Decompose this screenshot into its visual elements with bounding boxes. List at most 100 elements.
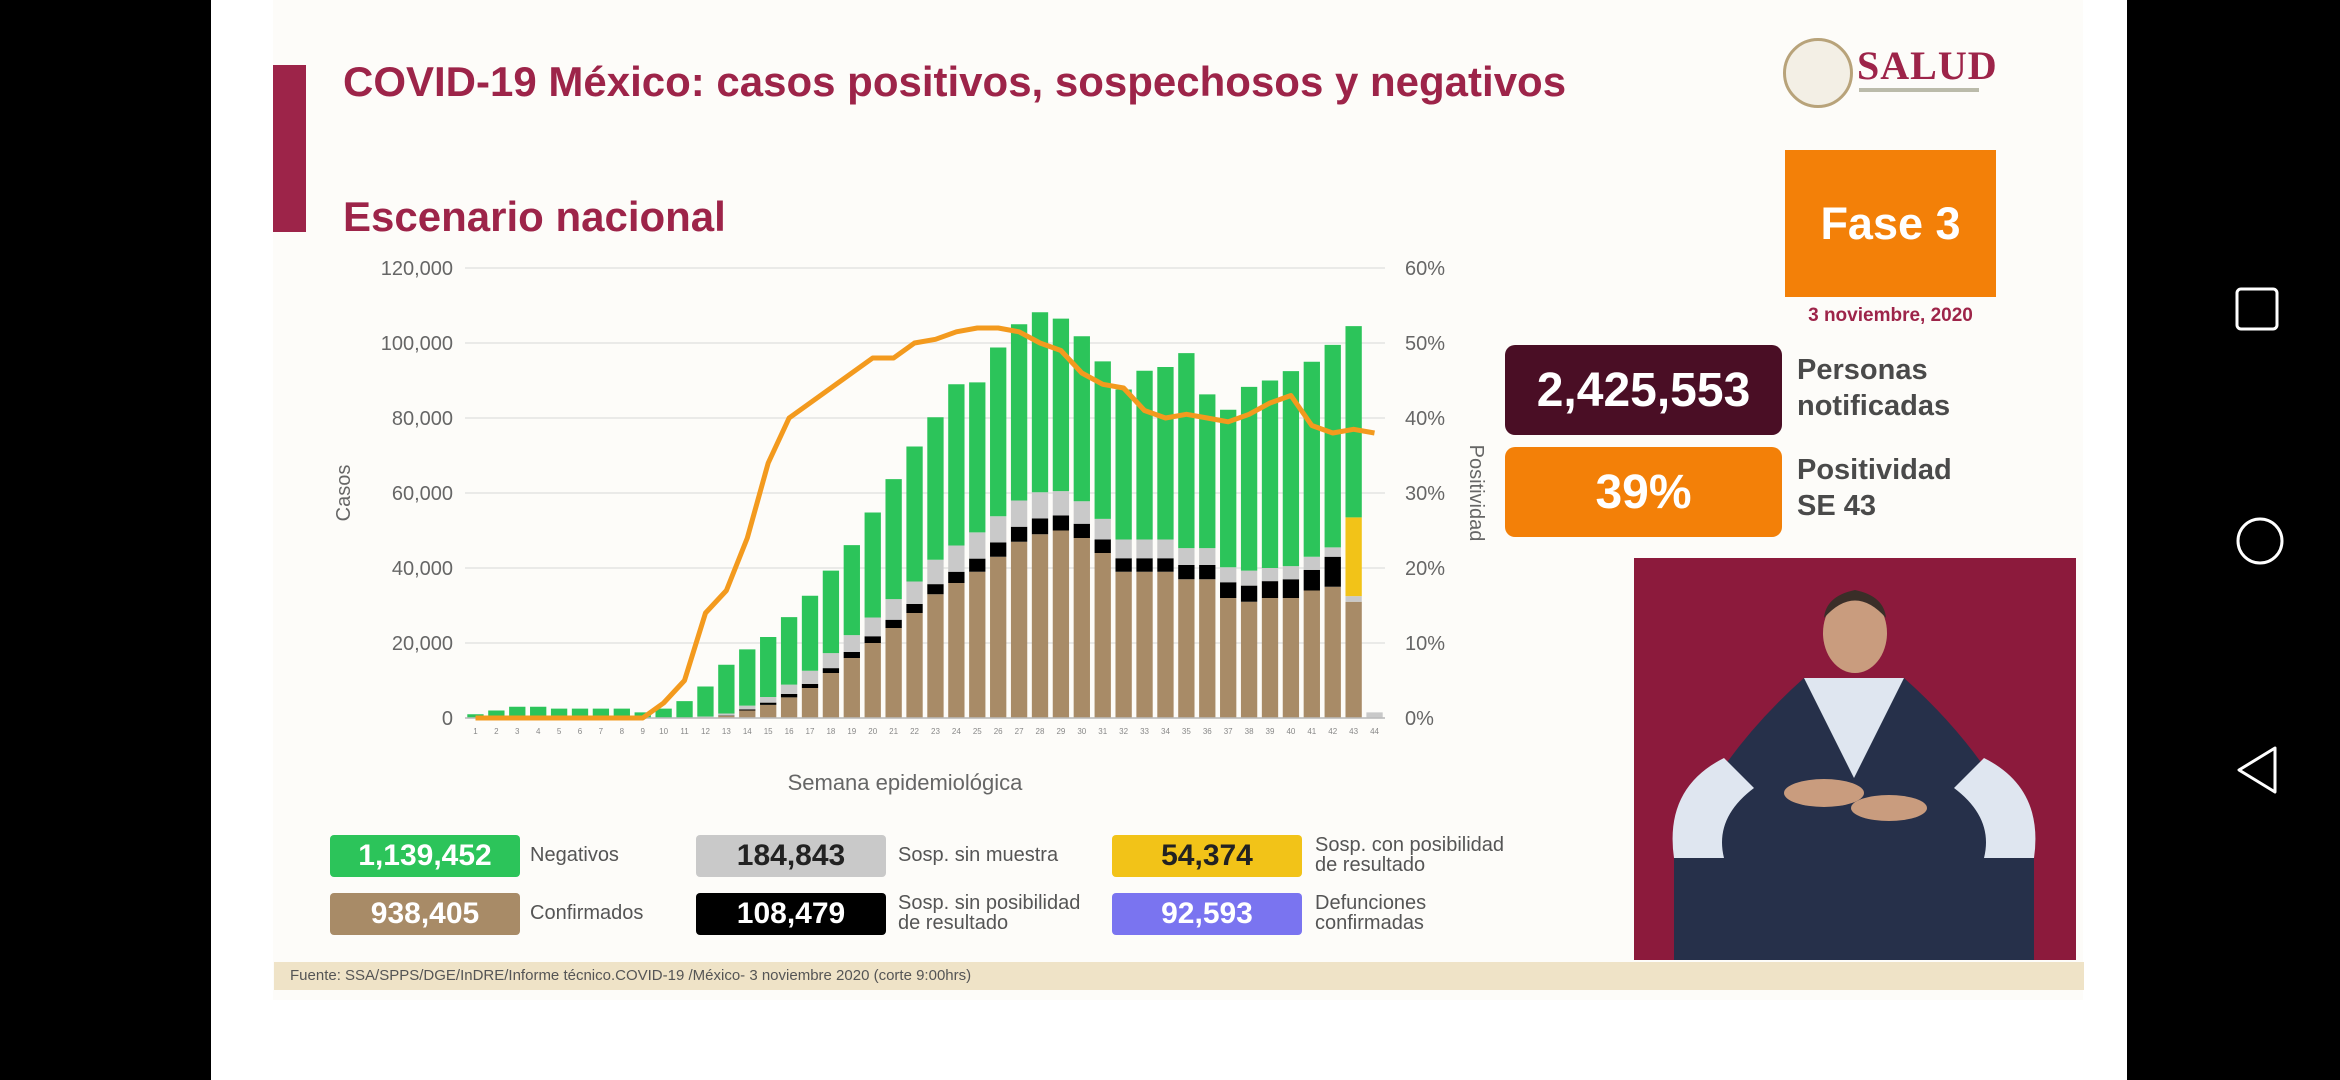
x-tick-label: 7	[599, 727, 604, 736]
bar-4-27	[1031, 312, 1049, 493]
bar-4-16	[801, 595, 819, 671]
bar-1-29	[1073, 523, 1090, 538]
positividad-value: 39%	[1505, 447, 1782, 537]
bar-4-5	[571, 708, 589, 718]
bar-1-39	[1282, 579, 1300, 598]
x-tick-label: 33	[1140, 727, 1149, 736]
bar-0-32	[1136, 571, 1153, 718]
bar-0-15	[780, 697, 798, 718]
cases-chart: 0 20,000 40,000 60,000 80,000 100,000 120,000 0…	[333, 258, 1487, 795]
x-tick-label: 31	[1098, 727, 1107, 736]
y-tick-label: 0	[442, 708, 453, 730]
bar-2-37	[1240, 570, 1258, 586]
bar-4-3	[530, 706, 547, 718]
bar-4-6	[592, 708, 610, 718]
bar-2-39	[1282, 566, 1300, 580]
bar-4-18	[843, 545, 860, 636]
x-axis-label: Semana epidemiológica	[788, 770, 1024, 795]
bar-2-21	[906, 581, 923, 604]
logo-text: SALUD	[1857, 43, 1998, 88]
bar-0-31	[1115, 571, 1132, 718]
bar-2-42	[1345, 596, 1362, 602]
bar-2-25	[990, 516, 1007, 543]
bar-4-0	[467, 714, 484, 718]
bar-1-18	[843, 652, 860, 658]
bar-0-35	[1199, 579, 1216, 718]
x-tick-label: 14	[743, 727, 752, 736]
bar-1-30	[1094, 539, 1111, 553]
bar-2-31	[1115, 539, 1132, 559]
bar-2-28	[1052, 491, 1070, 516]
bar-0-20	[885, 628, 902, 718]
x-tick-label: 41	[1307, 727, 1316, 736]
y2-tick-label: 60%	[1405, 258, 1445, 280]
bar-1-19	[864, 636, 881, 643]
bar-2-23	[948, 545, 965, 572]
x-tick-label: 2	[494, 727, 499, 736]
bar-2-38	[1261, 568, 1279, 582]
bar-2-30	[1094, 518, 1111, 540]
back-icon[interactable]	[2235, 745, 2279, 795]
x-tick-label: 43	[1349, 727, 1358, 736]
bar-4-35	[1199, 394, 1216, 549]
bar-0-30	[1094, 553, 1111, 718]
x-tick-label: 40	[1286, 727, 1295, 736]
bar-2-35	[1199, 548, 1216, 565]
bar-1-31	[1115, 558, 1132, 572]
slide-subtitle: Escenario nacional	[343, 193, 726, 240]
bar-2-13	[739, 705, 756, 710]
bar-1-14	[760, 702, 777, 705]
x-tick-label: 18	[826, 727, 835, 736]
bar-0-26	[1010, 541, 1028, 718]
y2-axis-label: Positividad	[1465, 445, 1487, 542]
x-tick-label: 38	[1245, 727, 1254, 736]
bar-1-15	[780, 694, 798, 698]
bar-0-37	[1240, 601, 1258, 718]
bar-2-43	[1366, 712, 1383, 718]
bar-0-24	[969, 571, 986, 718]
legend-value-3: 938,405	[330, 893, 520, 935]
recent-apps-icon[interactable]	[2235, 287, 2279, 331]
x-tick-label: 39	[1266, 727, 1275, 736]
bar-4-37	[1240, 386, 1258, 571]
bar-4-31	[1115, 389, 1132, 540]
x-tick-label: 21	[889, 727, 898, 736]
bar-4-33	[1157, 367, 1174, 540]
bar-2-15	[780, 684, 798, 694]
bar-4-9	[655, 708, 672, 718]
x-tick-label: 32	[1119, 727, 1128, 736]
bar-1-27	[1031, 518, 1049, 535]
bar-2-17	[822, 653, 840, 669]
x-tick-label: 27	[1015, 727, 1024, 736]
y-tick-label: 60,000	[392, 483, 453, 505]
y-tick-label: 80,000	[392, 408, 453, 430]
legend-label-5: Defunciones confirmadas	[1315, 892, 1427, 934]
legend-label-1: Sosp. sin muestra	[898, 844, 1059, 866]
x-tick-label: 35	[1182, 727, 1191, 736]
legend-value-0: 1,139,452	[330, 835, 520, 877]
x-tick-label: 9	[641, 727, 646, 736]
y2-tick-label: 30%	[1405, 483, 1445, 505]
bar-1-23	[948, 571, 965, 583]
x-tick-label: 15	[764, 727, 773, 736]
x-tick-label: 13	[722, 727, 731, 736]
bar-1-28	[1052, 515, 1070, 531]
sign-language-interpreter-video	[1634, 558, 2076, 960]
bar-4-24	[969, 382, 986, 533]
bar-2-34	[1178, 548, 1195, 565]
bar-4-17	[822, 570, 840, 654]
home-icon[interactable]	[2235, 516, 2285, 566]
bar-4-36	[1220, 409, 1237, 568]
bar-4-42	[1345, 326, 1362, 518]
bar-2-36	[1220, 567, 1237, 583]
x-tick-label: 11	[680, 727, 689, 736]
bar-3-42	[1345, 517, 1362, 597]
bar-0-34	[1178, 579, 1195, 718]
y-tick-label: 20,000	[392, 633, 453, 655]
bar-1-21	[906, 604, 923, 613]
legend-label-4: Sosp. sin posibilidad de resultado	[898, 892, 1081, 934]
bar-1-41	[1324, 556, 1341, 587]
x-tick-label: 42	[1328, 727, 1337, 736]
bar-1-38	[1261, 581, 1279, 598]
x-tick-label: 1	[473, 727, 478, 736]
